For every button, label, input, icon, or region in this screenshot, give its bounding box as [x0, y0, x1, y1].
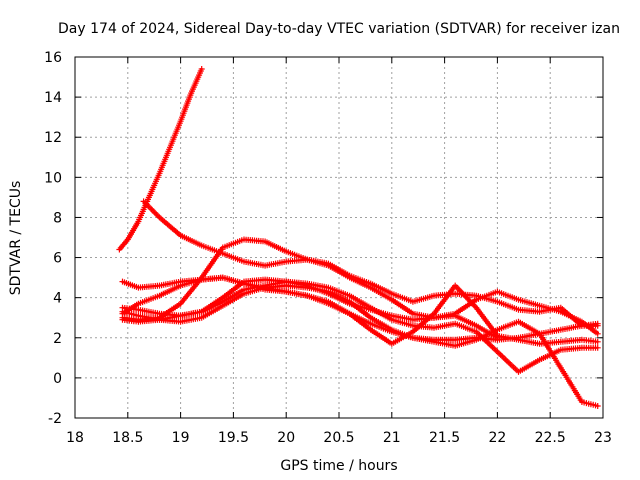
series-s8	[119, 282, 601, 347]
y-tick-label: 16	[44, 50, 62, 66]
y-tick-label: 8	[53, 210, 62, 226]
x-tick-label: 21.5	[429, 430, 460, 446]
y-tick-label: 10	[44, 170, 62, 186]
y-tick-label: 0	[53, 371, 62, 387]
x-tick-label: 19.5	[218, 430, 249, 446]
series-markers	[119, 236, 601, 329]
y-tick-label: -2	[48, 411, 62, 427]
x-tick-label: 22	[488, 430, 506, 446]
x-tick-label: 20	[277, 430, 295, 446]
x-tick-label: 22.5	[535, 430, 566, 446]
y-tick-label: 2	[53, 331, 62, 347]
chart-title: Day 174 of 2024, Sidereal Day-to-day VTE…	[58, 21, 620, 37]
y-tick-label: 4	[53, 291, 62, 307]
y-tick-label: 6	[53, 251, 62, 267]
x-axis-label: GPS time / hours	[280, 458, 397, 474]
x-tick-label: 18.5	[112, 430, 143, 446]
y-tick-label: 12	[44, 130, 62, 146]
y-axis-ticks: -2 0 2 4 6 8 10 12 14 16	[44, 50, 603, 427]
x-axis-ticks: 18 18.5 19 19.5 20 20.5 21 21.5 22 22.5 23	[66, 57, 612, 446]
x-tick-label: 21	[383, 430, 401, 446]
y-axis-label: SDTVAR / TECUs	[8, 181, 24, 296]
series-markers	[116, 66, 205, 253]
y-tick-label: 14	[44, 90, 62, 106]
series-s7	[119, 236, 601, 329]
x-tick-label: 23	[594, 430, 612, 446]
x-tick-label: 19	[172, 430, 190, 446]
series-s1	[116, 66, 205, 253]
x-tick-label: 18	[66, 430, 84, 446]
x-tick-label: 20.5	[323, 430, 354, 446]
data-series	[116, 66, 601, 409]
series-markers	[119, 282, 601, 347]
